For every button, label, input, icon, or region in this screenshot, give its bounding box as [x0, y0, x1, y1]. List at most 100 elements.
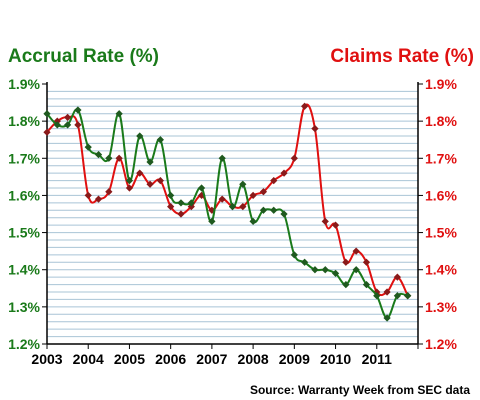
accrual-point: [321, 266, 329, 274]
y-tick-label-right: 1.7%: [425, 150, 457, 166]
y-tick-label-right: 1.2%: [425, 336, 457, 352]
accrual-point: [146, 158, 154, 166]
claims-point: [301, 102, 309, 110]
accrual-point: [43, 110, 51, 118]
claims-point: [342, 258, 350, 266]
accrual-point: [167, 191, 175, 200]
accrual-point: [280, 210, 288, 218]
x-tick-label: 2007: [196, 351, 227, 367]
accrual-point: [239, 180, 247, 188]
tick-labels: 1.2% 1.2% 1.3% 1.3% 1.4% 1.4% 1.5% 1.5% 1.6% 1.6%…: [8, 76, 457, 367]
claims-point: [115, 154, 123, 162]
accrual-point: [342, 280, 350, 289]
accrual-point: [404, 292, 412, 300]
accrual-line: [46, 108, 409, 319]
x-tick-label: 2003: [31, 351, 62, 367]
claims-point: [156, 176, 164, 185]
accrual-point: [362, 280, 371, 289]
claims-point: [125, 184, 134, 192]
claims-point: [321, 217, 329, 226]
claims-point: [259, 188, 268, 196]
accrual-point: [136, 132, 144, 140]
claims-point: [393, 273, 402, 281]
claims-point: [84, 191, 92, 200]
x-tick-label: 2008: [238, 351, 269, 367]
accrual-series: [43, 106, 412, 322]
y-tick-label-right: 1.4%: [425, 262, 457, 278]
claims-point: [352, 247, 360, 255]
accrual-point: [208, 217, 216, 226]
x-tick-label: 2010: [320, 351, 351, 367]
accrual-point: [94, 150, 103, 159]
claims-point: [43, 128, 51, 136]
accrual-point: [84, 143, 92, 151]
claims-point: [74, 121, 82, 129]
y-tick-label-right: 1.9%: [425, 76, 457, 92]
y-tick-label-left: 1.7%: [8, 150, 40, 166]
accrual-point: [290, 251, 298, 259]
claims-point: [383, 288, 391, 296]
claims-point: [331, 221, 340, 229]
y-tick-label-left: 1.5%: [8, 225, 40, 241]
x-tick-label: 2004: [73, 351, 104, 367]
claims-point: [167, 202, 175, 211]
accrual-point: [311, 266, 319, 274]
y-tick-label-right: 1.5%: [425, 225, 457, 241]
accrual-point: [301, 258, 309, 266]
accrual-point: [125, 176, 134, 185]
y-tick-label-right: 1.6%: [425, 187, 457, 203]
grid-lines: [47, 90, 418, 338]
accrual-point: [331, 269, 340, 278]
y-tick-label-right: 1.3%: [425, 299, 457, 315]
y-tick-label-left: 1.2%: [8, 336, 40, 352]
axes: [46, 82, 419, 345]
axis-ticks: [42, 83, 423, 349]
claims-point: [362, 258, 371, 266]
claims-point: [105, 188, 113, 196]
claims-point: [270, 176, 278, 185]
accrual-point: [187, 199, 195, 207]
claims-point: [290, 154, 298, 162]
accrual-point: [63, 121, 72, 129]
claims-point: [187, 202, 195, 211]
x-tick-label: 2005: [114, 351, 145, 367]
y-tick-label-left: 1.8%: [8, 113, 40, 129]
claims-point: [311, 124, 319, 133]
accrual-point: [218, 154, 226, 162]
accrual-point: [105, 154, 113, 162]
claims-point: [239, 202, 247, 211]
accrual-point: [352, 266, 360, 274]
accrual-point: [259, 206, 268, 214]
y-tick-label-left: 1.6%: [8, 187, 40, 203]
accrual-point: [177, 199, 185, 207]
source-note: Source: Warranty Week from SEC data: [250, 383, 470, 397]
claims-point: [146, 180, 154, 188]
claims-point: [177, 210, 185, 218]
accrual-point: [53, 121, 61, 129]
claims-point: [218, 195, 226, 203]
y-tick-label-left: 1.9%: [8, 76, 40, 92]
claims-point: [280, 169, 288, 177]
accrual-point: [228, 202, 237, 211]
claims-point: [63, 113, 72, 122]
accrual-point: [249, 217, 257, 226]
accrual-point: [393, 292, 402, 300]
accrual-point: [156, 136, 164, 144]
series: [43, 102, 412, 322]
accrual-point: [74, 106, 82, 114]
left-axis-title: Accrual Rate (%): [8, 46, 159, 67]
accrual-point: [270, 206, 278, 214]
right-axis-title: Claims Rate (%): [330, 46, 474, 67]
accrual-point: [115, 110, 123, 118]
x-tick-label: 2009: [279, 351, 310, 367]
y-tick-label-left: 1.4%: [8, 262, 40, 278]
claims-series: [43, 102, 412, 300]
x-tick-label: 2011: [362, 351, 393, 367]
y-tick-label-right: 1.8%: [425, 113, 457, 129]
claims-point: [136, 169, 144, 177]
accrual-point: [197, 184, 206, 192]
claims-point: [249, 191, 257, 200]
accrual-point: [373, 292, 381, 300]
x-tick-label: 2006: [155, 351, 186, 367]
